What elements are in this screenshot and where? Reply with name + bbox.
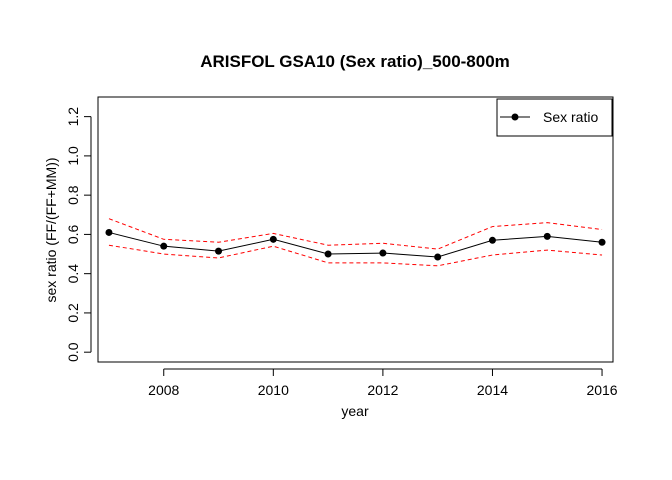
y-tick-label: 0.0 bbox=[65, 342, 81, 362]
data-point bbox=[215, 247, 223, 255]
x-tick-label: 2012 bbox=[367, 382, 398, 398]
chart-title: ARISFOL GSA10 (Sex ratio)_500-800m bbox=[200, 52, 510, 71]
band-lower-line bbox=[108, 244, 603, 267]
y-tick-label: 1.2 bbox=[65, 107, 81, 127]
data-point bbox=[160, 242, 168, 250]
y-axis-label: sex ratio (FF/(FF+MM)) bbox=[43, 157, 59, 302]
legend-entry-sex-ratio: Sex ratio bbox=[543, 109, 598, 125]
legend: Sex ratio bbox=[496, 98, 613, 137]
series-points bbox=[105, 228, 606, 261]
data-point bbox=[488, 236, 496, 244]
x-axis-label: year bbox=[341, 403, 369, 419]
data-point bbox=[269, 235, 277, 243]
series-line-sex-ratio bbox=[108, 231, 603, 258]
x-axis: 2008 2010 2012 2014 2016 bbox=[148, 368, 618, 398]
data-point bbox=[543, 232, 551, 240]
y-tick-label: 0.8 bbox=[65, 185, 81, 205]
x-tick-label: 2016 bbox=[586, 382, 617, 398]
series-lines bbox=[108, 231, 603, 258]
x-tick-label: 2014 bbox=[477, 382, 508, 398]
data-point bbox=[434, 253, 442, 261]
plot-area-frame bbox=[97, 96, 614, 363]
y-tick-label: 1.0 bbox=[65, 146, 81, 166]
legend-marker-sample bbox=[511, 113, 519, 121]
y-tick-label: 0.4 bbox=[65, 264, 81, 284]
data-point bbox=[105, 228, 113, 236]
y-tick-label: 0.6 bbox=[65, 224, 81, 244]
data-point bbox=[379, 249, 387, 257]
x-tick-label: 2010 bbox=[258, 382, 289, 398]
y-tick-label: 0.2 bbox=[65, 303, 81, 323]
band-upper-line bbox=[108, 218, 603, 250]
y-axis: 0.0 0.2 0.4 0.6 0.8 1.0 1.2 bbox=[65, 107, 92, 362]
x-tick-label: 2008 bbox=[148, 382, 179, 398]
confidence-band bbox=[108, 218, 603, 267]
data-point bbox=[598, 238, 606, 246]
data-point bbox=[324, 250, 332, 258]
